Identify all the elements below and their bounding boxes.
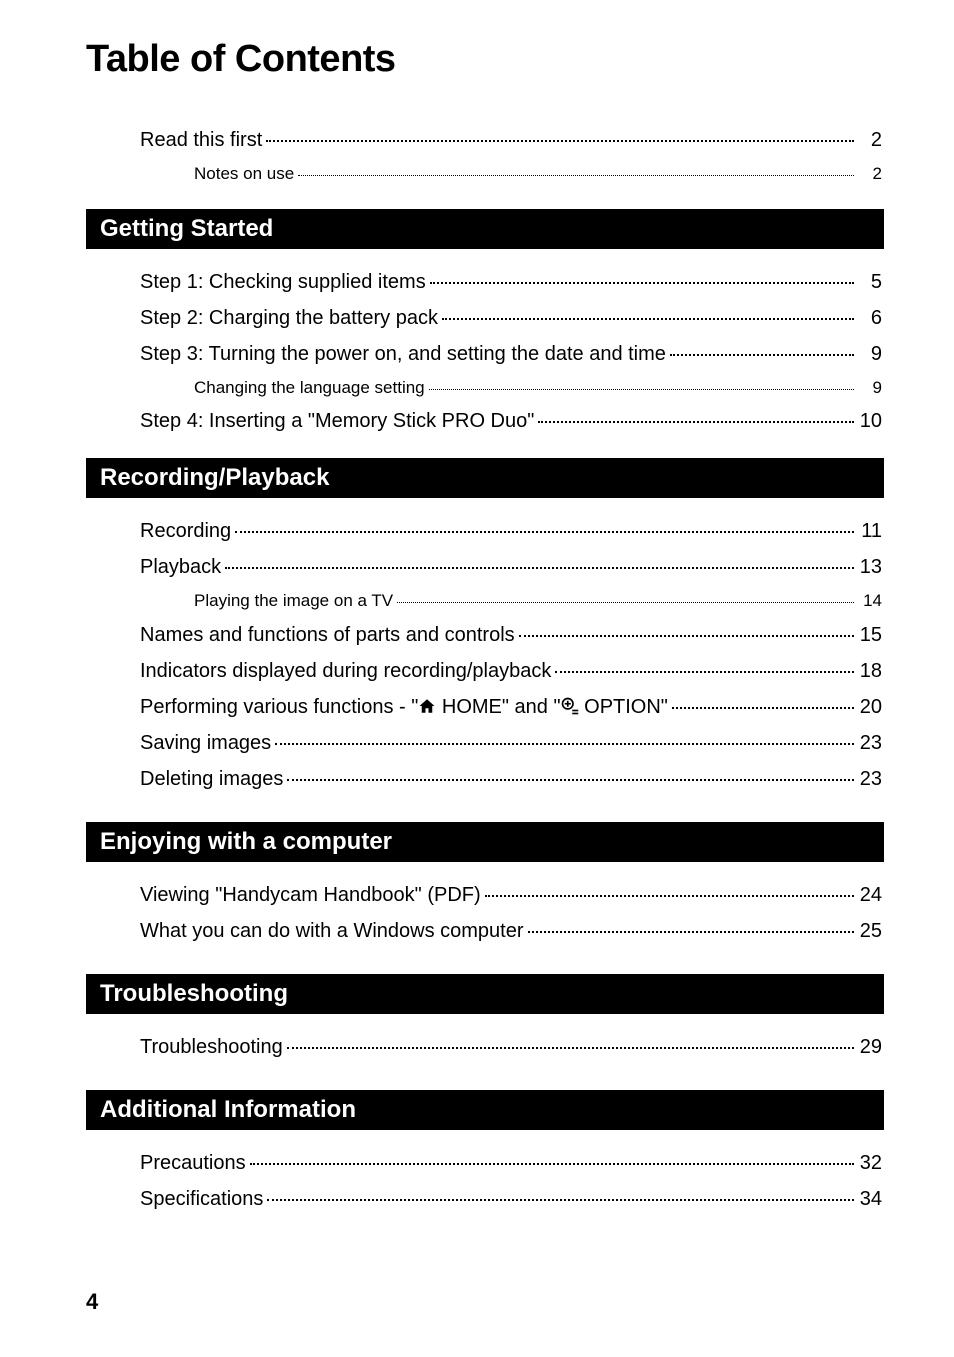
toc-label: Playback <box>140 552 221 582</box>
toc-row[interactable]: Playback 13 <box>140 552 882 582</box>
toc-label: Step 2: Charging the battery pack <box>140 303 438 333</box>
toc-label: Performing various functions - " HOME" a… <box>140 692 668 722</box>
toc-label: Deleting images <box>140 764 283 794</box>
toc-leader-dots <box>250 1163 854 1165</box>
page-title: Table of Contents <box>86 38 884 81</box>
toc-row[interactable]: Step 1: Checking supplied items 5 <box>140 267 882 297</box>
toc-page-number: 5 <box>858 267 882 297</box>
toc-row[interactable]: Step 4: Inserting a "Memory Stick PRO Du… <box>140 406 882 436</box>
toc-label: Changing the language setting <box>194 375 425 401</box>
toc-section-list: Troubleshooting 29 <box>86 1032 884 1062</box>
toc-page-number: 2 <box>858 125 882 155</box>
toc-label: Viewing "Handycam Handbook" (PDF) <box>140 880 481 910</box>
toc-row[interactable]: Precautions 32 <box>140 1148 882 1178</box>
toc-page-number: 11 <box>858 516 882 546</box>
toc-page-number: 10 <box>858 406 882 436</box>
section-header: Recording/Playback <box>86 458 884 498</box>
toc-leader-dots <box>538 421 854 423</box>
toc-row[interactable]: Specifications 34 <box>140 1184 882 1214</box>
toc-label: Playing the image on a TV <box>194 588 393 614</box>
toc-row[interactable]: Names and functions of parts and control… <box>140 620 882 650</box>
toc-row[interactable]: Step 2: Charging the battery pack 6 <box>140 303 882 333</box>
table-of-contents: Read this first 2 Notes on use 2 Getting Sta… <box>86 125 884 1214</box>
toc-leader-dots <box>397 602 854 603</box>
toc-label: Precautions <box>140 1148 246 1178</box>
toc-leader-dots <box>275 743 854 745</box>
toc-leader-dots <box>235 531 854 533</box>
toc-label: Read this first <box>140 125 262 155</box>
toc-row[interactable]: Indicators displayed during recording/pl… <box>140 656 882 686</box>
toc-page-number: 24 <box>858 880 882 910</box>
toc-page-number: 6 <box>858 303 882 333</box>
toc-row[interactable]: Performing various functions - " HOME" a… <box>140 692 882 722</box>
toc-section-list: Viewing "Handycam Handbook" (PDF) 24 What … <box>86 880 884 946</box>
section-header: Enjoying with a computer <box>86 822 884 862</box>
toc-page-number: 18 <box>858 656 882 686</box>
toc-leader-dots <box>287 779 854 781</box>
toc-label: What you can do with a Windows computer <box>140 916 524 946</box>
toc-label: Saving images <box>140 728 271 758</box>
toc-leader-dots <box>670 354 854 356</box>
toc-page-number: 23 <box>858 764 882 794</box>
toc-leader-dots <box>430 282 854 284</box>
section-header: Troubleshooting <box>86 974 884 1014</box>
toc-leader-dots <box>287 1047 854 1049</box>
toc-leader-dots <box>429 389 854 390</box>
toc-leader-dots <box>225 567 854 569</box>
toc-row[interactable]: Notes on use 2 <box>140 161 882 187</box>
toc-section-list: Step 1: Checking supplied items 5 Step 2: … <box>86 267 884 437</box>
toc-row[interactable]: Saving images 23 <box>140 728 882 758</box>
toc-page-number: 25 <box>858 916 882 946</box>
toc-page-number: 32 <box>858 1148 882 1178</box>
toc-page-number: 34 <box>858 1184 882 1214</box>
toc-page-number: 13 <box>858 552 882 582</box>
toc-page-number: 14 <box>858 588 882 614</box>
toc-leader-dots <box>266 140 854 142</box>
toc-section-list: Recording 11 Playback 13 Playing the image o… <box>86 516 884 794</box>
toc-row[interactable]: Troubleshooting 29 <box>140 1032 882 1062</box>
toc-page-number: 2 <box>858 161 882 187</box>
toc-label: Names and functions of parts and control… <box>140 620 515 650</box>
toc-page-number: 23 <box>858 728 882 758</box>
toc-leader-dots <box>528 931 854 933</box>
toc-label: Troubleshooting <box>140 1032 283 1062</box>
toc-leader-dots <box>267 1199 854 1201</box>
toc-row[interactable]: Viewing "Handycam Handbook" (PDF) 24 <box>140 880 882 910</box>
toc-row[interactable]: Changing the language setting 9 <box>140 375 882 401</box>
toc-page-number: 15 <box>858 620 882 650</box>
toc-label: Step 4: Inserting a "Memory Stick PRO Du… <box>140 406 534 436</box>
toc-row[interactable]: What you can do with a Windows computer 2… <box>140 916 882 946</box>
option-icon <box>561 696 579 718</box>
section-header: Getting Started <box>86 209 884 249</box>
toc-row[interactable]: Playing the image on a TV 14 <box>140 588 882 614</box>
toc-page-number: 20 <box>858 692 882 722</box>
toc-row[interactable]: Read this first 2 <box>140 125 882 155</box>
toc-label: Recording <box>140 516 231 546</box>
toc-label: Step 1: Checking supplied items <box>140 267 426 297</box>
toc-label: Indicators displayed during recording/pl… <box>140 656 551 686</box>
toc-section-list: Precautions 32 Specifications 34 <box>86 1148 884 1214</box>
toc-leader-dots <box>485 895 854 897</box>
toc-row[interactable]: Deleting images 23 <box>140 764 882 794</box>
toc-leader-dots <box>442 318 854 320</box>
home-icon <box>418 696 436 718</box>
toc-label: Notes on use <box>194 161 294 187</box>
toc-row[interactable]: Recording 11 <box>140 516 882 546</box>
toc-leader-dots <box>298 175 854 176</box>
toc-row[interactable]: Step 3: Turning the power on, and settin… <box>140 339 882 369</box>
toc-page-number: 9 <box>858 339 882 369</box>
toc-page-number: 9 <box>858 375 882 401</box>
toc-leader-dots <box>555 671 854 673</box>
toc-label: Specifications <box>140 1184 263 1214</box>
toc-leader-dots <box>519 635 854 637</box>
toc-leader-dots <box>672 707 854 709</box>
page-number: 4 <box>86 1289 98 1315</box>
toc-section-list: Read this first 2 Notes on use 2 <box>86 125 884 187</box>
toc-label: Step 3: Turning the power on, and settin… <box>140 339 666 369</box>
section-header: Additional Information <box>86 1090 884 1130</box>
toc-page-number: 29 <box>858 1032 882 1062</box>
